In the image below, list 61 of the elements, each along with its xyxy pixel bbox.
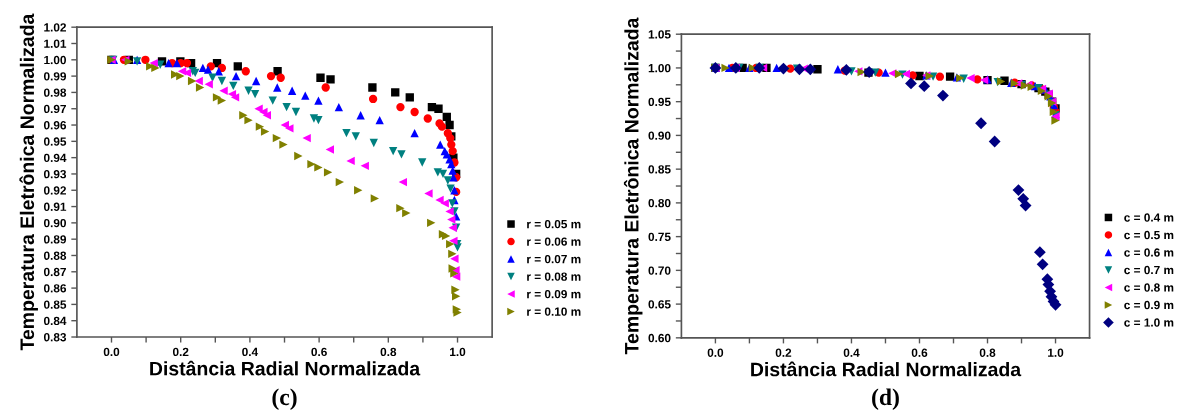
y-tick-label: 1.05	[648, 30, 671, 39]
x-tick-label: 0.8	[380, 347, 397, 357]
x-tick-label: 0.2	[172, 347, 189, 357]
y-tick-label: 0.95	[43, 137, 67, 146]
y-tick-label: 0.90	[648, 131, 671, 140]
x-tick-label: 1.0	[450, 347, 466, 357]
y-tick-label: 0.92	[43, 186, 67, 195]
y-tick-label: 0.90	[43, 218, 66, 228]
x-tick-label: 0.6	[311, 347, 327, 357]
x-tick-label: 0.0	[103, 347, 120, 357]
text: (d)	[872, 388, 899, 410]
y-tick-label: 0.85	[43, 300, 67, 309]
x-tick-label: 0.2	[775, 348, 792, 357]
y-tick-label: 0.80	[648, 198, 671, 208]
y-tick-label: 0.75	[648, 232, 671, 242]
y-tick-label: 0.70	[648, 266, 671, 275]
legend-label: r = 0.07 m	[527, 254, 581, 264]
legend-label: r = 0.09 m	[527, 289, 581, 299]
y-tick-label: 0.94	[43, 153, 67, 163]
x-axis-title: Distância Radial Normalizada	[751, 361, 1022, 377]
y-tick-label: 0.96	[43, 121, 67, 130]
text: (c)	[272, 388, 297, 410]
x-tick-label: 0.4	[843, 348, 860, 357]
y-tick-label: 0.89	[43, 235, 67, 244]
x-tick-label: 0.8	[979, 348, 996, 357]
y-tick-label: 1.00	[44, 55, 66, 65]
x-axis-title: Distância Radial Normalizada	[150, 360, 421, 376]
legend-label: r = 0.05 m	[527, 219, 581, 229]
legend-label: c = 0.5 m	[1124, 230, 1174, 240]
x-tick-label: 0.6	[911, 348, 928, 357]
legend-label: c = 0.4 m	[1124, 213, 1174, 222]
x-tick-label: 0.0	[707, 348, 724, 357]
y-tick-label: 0.60	[648, 333, 671, 343]
y-tick-label: 0.84	[43, 316, 67, 326]
legend-label: c = 0.9 m	[1124, 300, 1174, 310]
x-tick-label: 0.4	[242, 347, 259, 357]
y-tick-label: 0.93	[43, 169, 67, 179]
y-tick-label: 0.95	[648, 97, 671, 107]
y-tick-label: 0.88	[43, 251, 67, 260]
y-axis-title: Temperatura Eletrônica Normalizada	[19, 13, 38, 351]
y-tick-label: 0.98	[43, 88, 67, 97]
legend-label: c = 1.0 m	[1124, 318, 1174, 327]
y-tick-label: 1.01	[44, 39, 67, 48]
y-tick-label: 0.86	[43, 284, 67, 293]
y-tick-label: 0.85	[648, 165, 671, 174]
legend-label: c = 0.7 m	[1124, 265, 1174, 275]
y-tick-label: 0.87	[43, 267, 66, 277]
y-axis-title: Temperatura Eletrônica Normalizada	[623, 17, 643, 355]
legend-label: r = 0.10 m	[527, 307, 581, 316]
y-tick-label: 0.65	[648, 300, 671, 309]
y-tick-label: 1.02	[44, 23, 67, 32]
legend-label: r = 0.08 m	[527, 272, 581, 281]
legend-label: r = 0.06 m	[527, 237, 581, 246]
y-tick-label: 0.83	[43, 333, 67, 342]
legend-label: c = 0.6 m	[1124, 248, 1174, 257]
y-tick-label: 0.99	[43, 72, 67, 81]
legend-label: c = 0.8 m	[1124, 283, 1174, 292]
y-tick-label: 0.91	[43, 202, 67, 211]
y-tick-label: 1.00	[648, 63, 671, 73]
y-tick-label: 0.97	[43, 104, 66, 114]
x-tick-label: 1.0	[1048, 348, 1064, 357]
